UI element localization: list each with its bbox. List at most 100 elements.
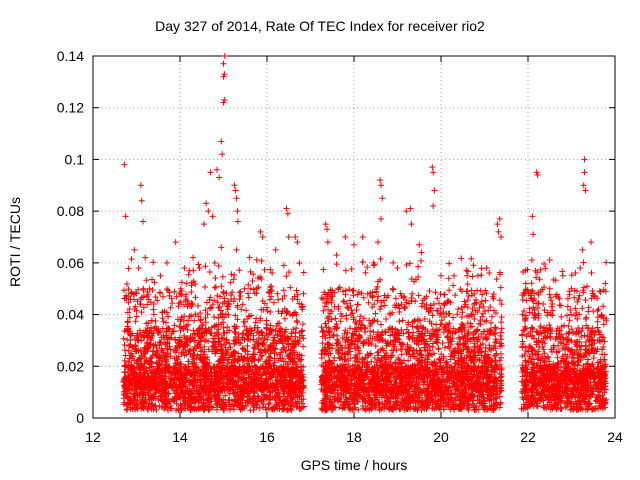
roti-point xyxy=(253,285,260,292)
roti-point xyxy=(230,276,237,283)
roti-point xyxy=(209,404,216,411)
roti-point xyxy=(450,282,457,289)
roti-point xyxy=(374,318,381,325)
roti-point xyxy=(135,371,142,378)
roti-point xyxy=(492,339,499,346)
roti-point xyxy=(130,391,137,398)
roti-point xyxy=(258,397,265,404)
roti-point xyxy=(130,296,137,303)
roti-point xyxy=(280,333,287,340)
roti-point xyxy=(122,362,129,369)
roti-point xyxy=(234,304,241,311)
roti-point xyxy=(252,319,259,326)
roti-point xyxy=(184,326,191,333)
roti-point xyxy=(359,258,366,265)
roti-point xyxy=(211,297,218,304)
roti-point xyxy=(296,357,303,364)
roti-point xyxy=(289,352,296,359)
roti-point xyxy=(253,338,260,345)
roti-point xyxy=(128,256,135,263)
roti-point xyxy=(167,353,174,360)
roti-point xyxy=(121,327,128,334)
roti-point xyxy=(267,350,274,357)
roti-point xyxy=(121,388,128,395)
roti-point xyxy=(328,299,335,306)
roti-point xyxy=(137,365,144,372)
roti-point xyxy=(281,336,288,343)
roti-point xyxy=(372,310,379,317)
roti-point xyxy=(125,364,132,371)
roti-point xyxy=(137,301,144,308)
roti-point xyxy=(193,387,200,394)
roti-point xyxy=(470,262,477,269)
roti-point xyxy=(120,335,127,342)
roti-point xyxy=(261,335,268,342)
roti-point xyxy=(184,370,191,377)
roti-point xyxy=(277,383,284,390)
roti-point xyxy=(241,285,248,292)
roti-point xyxy=(250,407,257,414)
roti-point xyxy=(232,392,239,399)
roti-point xyxy=(245,281,252,288)
roti-point xyxy=(184,298,191,305)
roti-point xyxy=(298,356,305,363)
roti-point xyxy=(130,344,137,351)
roti-point xyxy=(218,350,225,357)
roti-point xyxy=(291,390,298,397)
roti-point xyxy=(282,396,289,403)
roti-point xyxy=(156,289,163,296)
roti-point xyxy=(297,374,304,381)
roti-point xyxy=(241,355,248,362)
roti-point xyxy=(202,283,209,290)
roti-point xyxy=(229,387,236,394)
roti-point xyxy=(214,292,221,299)
roti-point xyxy=(153,360,160,367)
roti-point xyxy=(300,290,307,297)
roti-point xyxy=(296,300,303,307)
roti-point xyxy=(124,309,131,316)
roti-point xyxy=(213,406,220,413)
roti-point xyxy=(283,273,290,280)
roti-point xyxy=(186,402,193,409)
roti-point xyxy=(287,284,294,291)
roti-point xyxy=(419,300,426,307)
roti-point xyxy=(274,390,281,397)
roti-point xyxy=(374,349,381,356)
roti-point xyxy=(493,276,500,283)
roti-point xyxy=(166,363,173,370)
roti-point xyxy=(167,382,174,389)
roti-point xyxy=(129,399,136,406)
roti-point xyxy=(267,286,274,293)
roti-point xyxy=(266,393,273,400)
roti-point xyxy=(381,302,388,309)
roti-point xyxy=(241,323,248,330)
roti-point xyxy=(200,387,207,394)
roti-point xyxy=(191,317,198,324)
roti-point xyxy=(226,327,233,334)
roti-point xyxy=(215,315,222,322)
roti-point xyxy=(227,279,234,286)
roti-point xyxy=(245,294,252,301)
roti-point xyxy=(181,332,188,339)
y-tick-label: 0.1 xyxy=(65,151,85,167)
roti-point xyxy=(215,326,222,333)
roti-point xyxy=(455,341,462,348)
roti-point xyxy=(195,326,202,333)
roti-point xyxy=(150,301,157,308)
roti-point xyxy=(148,359,155,366)
roti-point xyxy=(232,333,239,340)
roti-point xyxy=(216,303,223,310)
roti-point xyxy=(196,391,203,398)
roti-point xyxy=(256,356,263,363)
roti-point xyxy=(165,313,172,320)
roti-point xyxy=(259,403,266,410)
roti-point xyxy=(284,337,291,344)
roti-point xyxy=(206,268,213,275)
roti-point xyxy=(251,290,258,297)
roti-point xyxy=(204,362,211,369)
roti-point xyxy=(170,397,177,404)
roti-point xyxy=(232,329,239,336)
roti-point xyxy=(185,317,192,324)
roti-point xyxy=(163,358,170,365)
roti-point xyxy=(180,301,187,308)
